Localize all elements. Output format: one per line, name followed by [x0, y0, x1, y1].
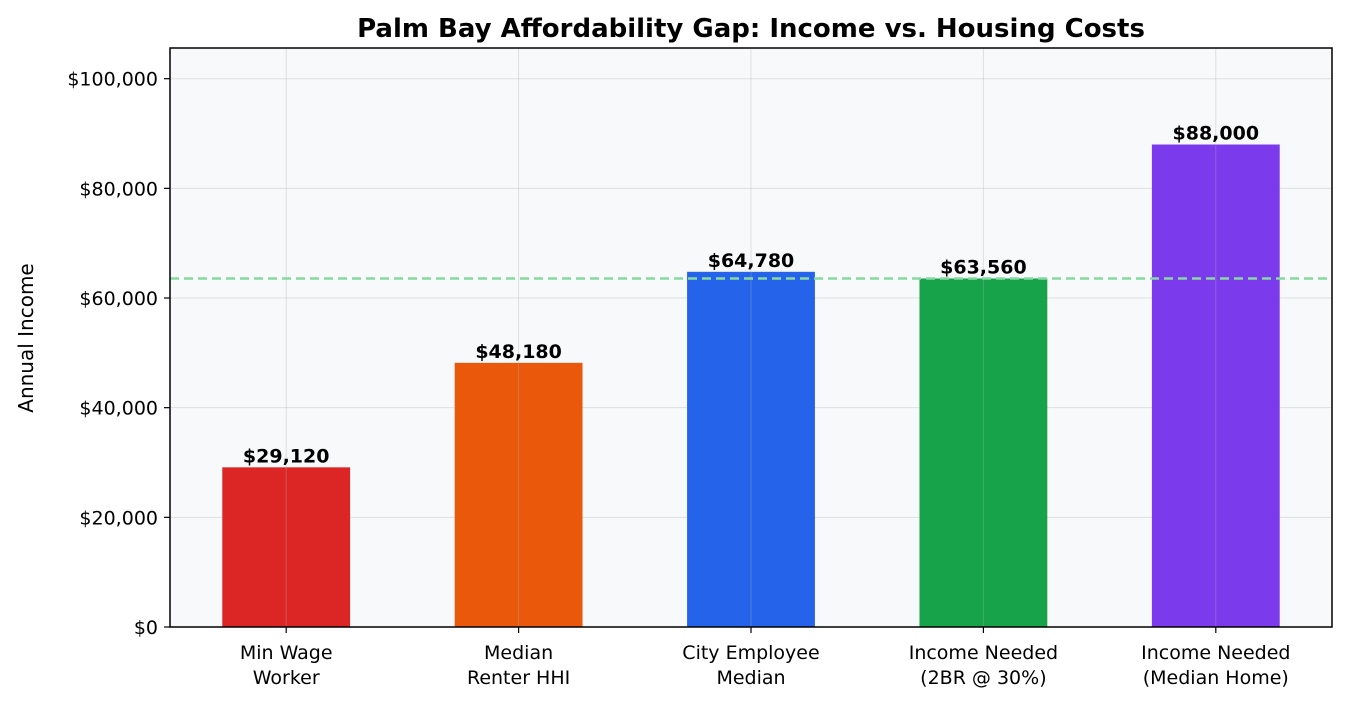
x-tick-label-line: Median: [716, 667, 785, 689]
x-tick-label-line: Income Needed: [1141, 642, 1290, 664]
bar: [919, 278, 1048, 627]
x-tick-label-line: Income Needed: [909, 642, 1058, 664]
bar: [687, 271, 815, 627]
chart-title: Palm Bay Affordability Gap: Income vs. H…: [357, 14, 1145, 44]
x-tick-label-line: (2BR @ 30%): [920, 667, 1046, 689]
y-axis-label: Annual Income: [14, 263, 38, 412]
bar: [454, 362, 583, 627]
x-tick-label: Income Needed (2BR @ 30%): [909, 642, 1058, 689]
x-tick-label-line: Renter HHI: [467, 667, 570, 689]
y-tick-label: $100,000: [67, 69, 158, 91]
y-tick-label: $20,000: [79, 507, 158, 529]
data-label: $29,120: [243, 445, 330, 467]
x-tick-label-line: Worker: [253, 667, 320, 689]
x-tick-label-line: (Median Home): [1143, 667, 1289, 689]
bar: [222, 467, 351, 627]
x-tick-label-line: City Employee: [682, 642, 819, 664]
x-tick-label: Income Needed (Median Home): [1141, 642, 1290, 689]
x-tick-label-line: Min Wage: [240, 642, 333, 664]
bar: [1151, 144, 1280, 627]
x-tick-label-line: Median: [484, 642, 553, 664]
x-tick-label: Median Renter HHI: [467, 642, 570, 689]
y-tick-label: $60,000: [79, 288, 158, 310]
y-tick-label: $0: [134, 617, 158, 639]
data-label: $64,780: [708, 250, 795, 272]
x-tick-label: City Employee Median: [682, 642, 819, 689]
data-label: $63,560: [940, 257, 1027, 279]
y-tick-label: $80,000: [79, 178, 158, 200]
y-tick-label: $40,000: [79, 398, 158, 420]
data-label: $48,180: [475, 341, 562, 363]
x-tick-label: Min Wage Worker: [240, 642, 333, 689]
data-label: $88,000: [1173, 123, 1260, 145]
